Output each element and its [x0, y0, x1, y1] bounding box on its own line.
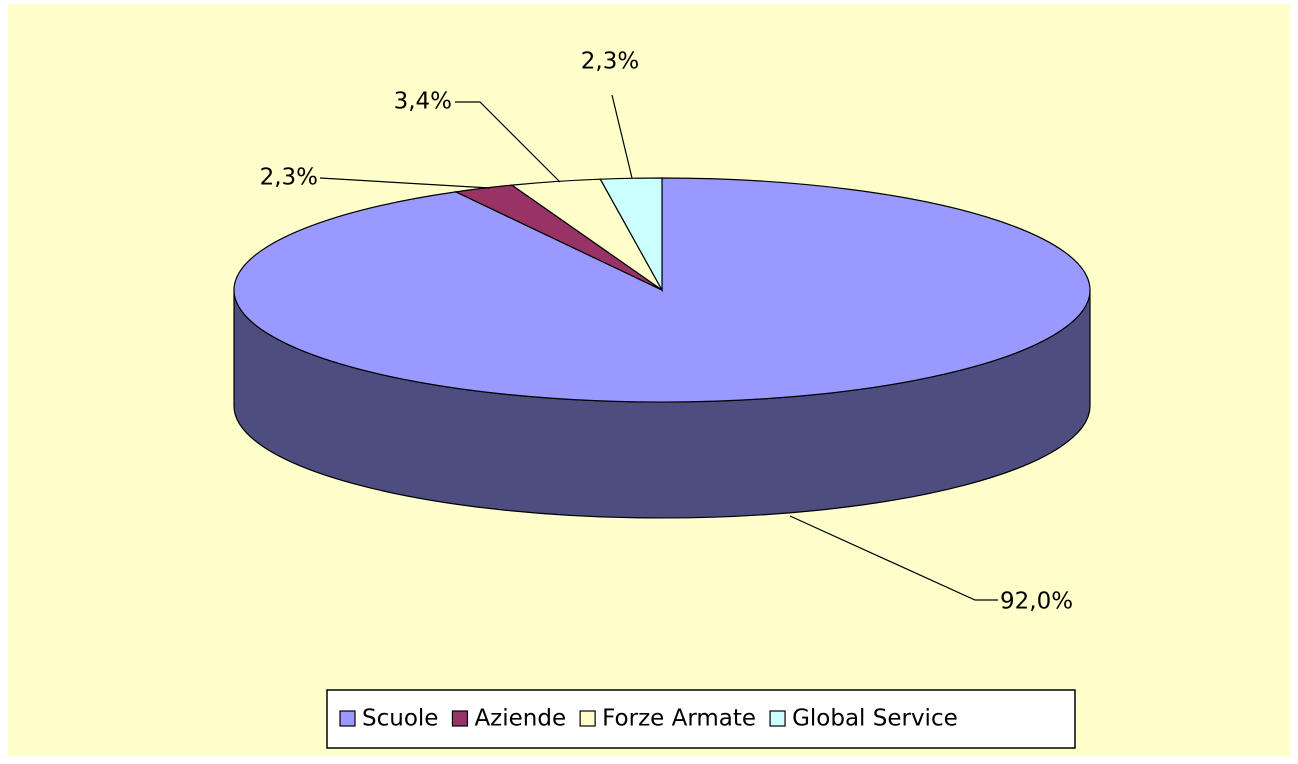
legend-box: [326, 689, 1076, 749]
data-label: 92,0%: [1000, 589, 1073, 615]
legend-label: Scuole: [362, 706, 438, 732]
legend-swatch: [769, 710, 786, 727]
legend-swatch: [339, 710, 356, 727]
legend-label: Global Service: [792, 706, 958, 732]
data-label: 2,3%: [581, 49, 639, 75]
slice: [599, 177, 663, 293]
leader-line: [789, 515, 998, 601]
legend-swatch: [579, 710, 596, 727]
legend-label: Aziende: [474, 706, 566, 732]
leader-line: [455, 101, 561, 183]
data-label: 3,4%: [394, 89, 452, 115]
leader-line: [611, 94, 633, 179]
data-label: 2,3%: [260, 165, 318, 191]
leader-line: [319, 177, 491, 189]
legend-label: Forze Armate: [602, 706, 756, 732]
legend-swatch: [451, 710, 469, 727]
